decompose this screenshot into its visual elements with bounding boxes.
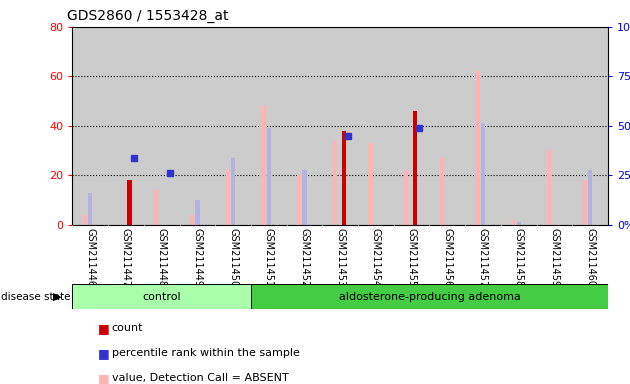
- Bar: [341, 131, 346, 225]
- Bar: [154, 190, 159, 225]
- Text: GSM211447: GSM211447: [121, 228, 131, 287]
- Bar: [215, 27, 251, 225]
- Bar: [517, 222, 521, 225]
- Bar: [511, 220, 515, 225]
- Bar: [323, 27, 358, 225]
- Bar: [572, 27, 608, 225]
- Text: control: control: [142, 291, 181, 302]
- Text: GSM211459: GSM211459: [549, 228, 559, 287]
- Bar: [430, 27, 465, 225]
- Bar: [413, 111, 417, 225]
- Bar: [369, 143, 373, 225]
- Bar: [501, 27, 537, 225]
- Bar: [583, 180, 587, 225]
- Text: GSM211458: GSM211458: [513, 228, 524, 287]
- Text: GSM211448: GSM211448: [157, 228, 167, 286]
- Bar: [588, 170, 592, 225]
- Bar: [251, 284, 608, 309]
- Bar: [333, 141, 337, 225]
- Bar: [72, 284, 251, 309]
- Bar: [476, 71, 480, 225]
- Text: ■: ■: [98, 347, 110, 360]
- Text: ▶: ▶: [54, 291, 62, 302]
- Bar: [394, 27, 430, 225]
- Text: value, Detection Call = ABSENT: value, Detection Call = ABSENT: [112, 373, 289, 383]
- Text: GSM211453: GSM211453: [335, 228, 345, 287]
- Bar: [108, 27, 144, 225]
- Text: ■: ■: [98, 322, 110, 335]
- Bar: [481, 123, 485, 225]
- Bar: [231, 158, 235, 225]
- Text: ■: ■: [98, 372, 110, 384]
- Bar: [88, 192, 93, 225]
- Text: GSM211456: GSM211456: [442, 228, 452, 287]
- Bar: [358, 27, 394, 225]
- Text: percentile rank within the sample: percentile rank within the sample: [112, 348, 299, 358]
- Bar: [261, 106, 266, 225]
- Bar: [83, 215, 87, 225]
- Bar: [537, 27, 572, 225]
- Bar: [465, 27, 501, 225]
- Text: GSM211452: GSM211452: [299, 228, 309, 287]
- Bar: [226, 170, 230, 225]
- Text: GSM211457: GSM211457: [478, 228, 488, 287]
- Bar: [287, 27, 323, 225]
- Text: aldosterone-producing adenoma: aldosterone-producing adenoma: [338, 291, 520, 302]
- Text: GSM211454: GSM211454: [371, 228, 381, 287]
- Bar: [404, 170, 408, 225]
- Bar: [302, 170, 307, 225]
- Bar: [180, 27, 215, 225]
- Text: count: count: [112, 323, 143, 333]
- Text: GSM211446: GSM211446: [85, 228, 95, 286]
- Text: GSM211460: GSM211460: [585, 228, 595, 286]
- Text: GDS2860 / 1553428_at: GDS2860 / 1553428_at: [67, 9, 229, 23]
- Bar: [144, 27, 180, 225]
- Text: disease state: disease state: [1, 291, 71, 302]
- Bar: [547, 151, 551, 225]
- Bar: [195, 200, 200, 225]
- Bar: [297, 175, 301, 225]
- Bar: [266, 128, 271, 225]
- Text: GSM211455: GSM211455: [406, 228, 416, 287]
- Text: GSM211451: GSM211451: [264, 228, 274, 287]
- Text: GSM211449: GSM211449: [192, 228, 202, 286]
- Bar: [251, 27, 287, 225]
- Bar: [127, 180, 132, 225]
- Bar: [72, 27, 108, 225]
- Bar: [190, 215, 194, 225]
- Text: GSM211450: GSM211450: [228, 228, 238, 287]
- Bar: [440, 158, 444, 225]
